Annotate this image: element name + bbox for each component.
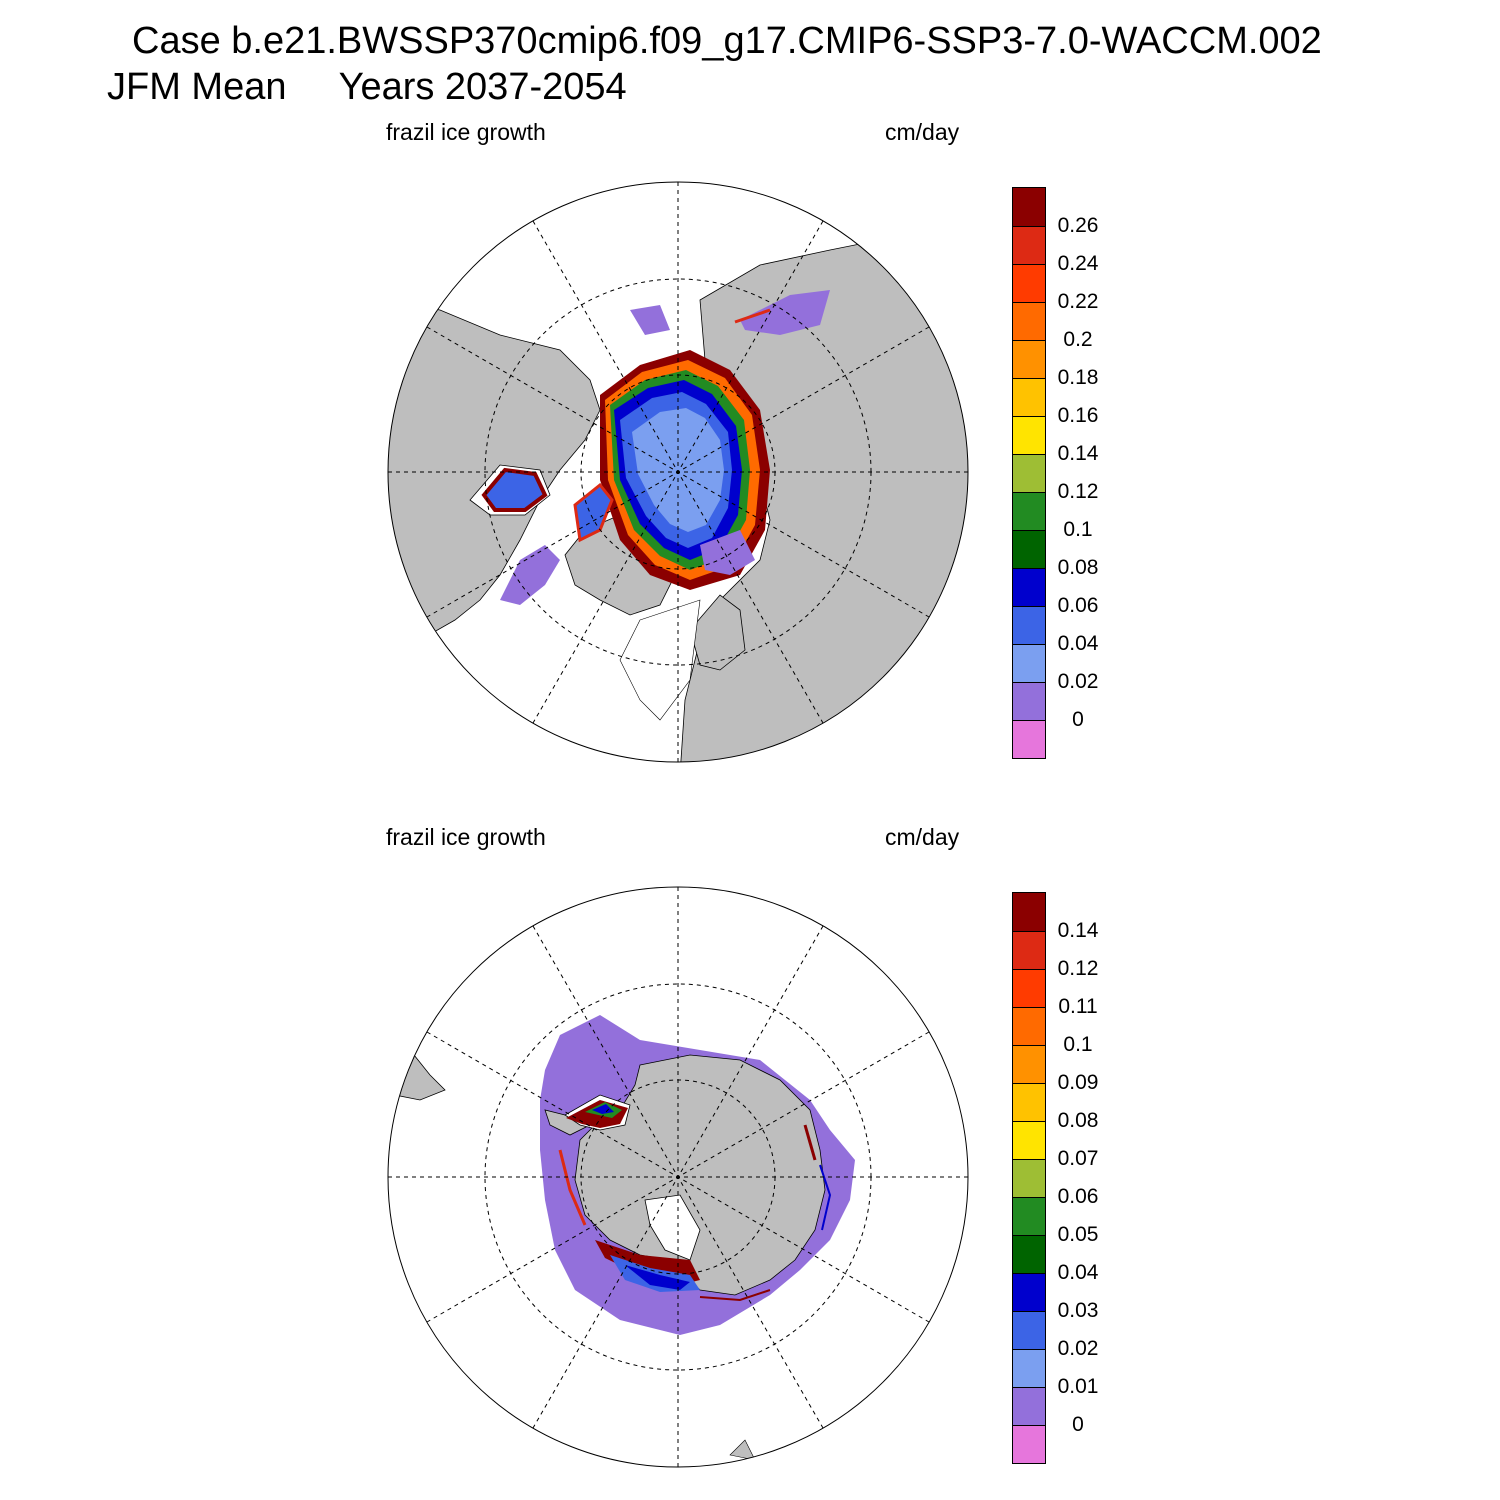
south-colorbar-box bbox=[1013, 893, 1045, 931]
north-units-label: cm/day bbox=[885, 119, 960, 145]
south-colorbar-box bbox=[1013, 1273, 1045, 1311]
south-colorbar-tick-label: 0.02 bbox=[1057, 1337, 1099, 1360]
south-colorbar-box bbox=[1013, 1349, 1045, 1387]
north-colorbar-tick-label: 0 bbox=[1072, 708, 1084, 731]
south-graticule bbox=[388, 887, 968, 1467]
south-polar-map bbox=[388, 887, 968, 1467]
south-colorbar-tick-label: 0 bbox=[1072, 1413, 1084, 1436]
north-colorbar-box bbox=[1013, 492, 1045, 530]
south-colorbar-tick-label: 0.07 bbox=[1057, 1147, 1099, 1170]
south-colorbar-box bbox=[1013, 1387, 1045, 1425]
north-colorbar-box bbox=[1013, 188, 1045, 226]
north-variable-label: frazil ice growth bbox=[386, 119, 546, 145]
north-colorbar-box bbox=[1013, 264, 1045, 302]
north-colorbar-box bbox=[1013, 226, 1045, 264]
south-colorbar-tick-label: 0.09 bbox=[1057, 1071, 1099, 1094]
north-map-border bbox=[387, 181, 969, 763]
south-colorbar-tick-label: 0.05 bbox=[1057, 1223, 1099, 1246]
north-colorbar-box bbox=[1013, 340, 1045, 378]
south-colorbar bbox=[1012, 892, 1046, 1464]
south-colorbar-box bbox=[1013, 1083, 1045, 1121]
north-colorbar-tick-label: 0.12 bbox=[1057, 480, 1099, 503]
south-colorbar-box bbox=[1013, 1045, 1045, 1083]
north-colorbar-tick-label: 0.26 bbox=[1057, 214, 1099, 237]
period-title: JFM Mean Years 2037-2054 bbox=[107, 66, 627, 108]
south-units-label: cm/day bbox=[885, 824, 960, 850]
north-colorbar-tick-label: 0.08 bbox=[1057, 556, 1099, 579]
north-colorbar-tick-label: 0.1 bbox=[1063, 518, 1093, 541]
case-title: Case b.e21.BWSSP370cmip6.f09_g17.CMIP6-S… bbox=[132, 20, 1322, 62]
north-colorbar-tick-label: 0.22 bbox=[1057, 290, 1099, 313]
north-colorbar-box bbox=[1013, 378, 1045, 416]
north-colorbar-tick-label: 0.02 bbox=[1057, 670, 1099, 693]
south-colorbar-box bbox=[1013, 1197, 1045, 1235]
north-colorbar-tick-label: 0.24 bbox=[1057, 252, 1099, 275]
north-colorbar-box bbox=[1013, 416, 1045, 454]
south-colorbar-tick-label: 0.04 bbox=[1057, 1261, 1099, 1284]
south-map-border bbox=[387, 886, 969, 1468]
south-colorbar-box bbox=[1013, 1159, 1045, 1197]
north-colorbar-box bbox=[1013, 682, 1045, 720]
antarctica-landmass bbox=[574, 1054, 826, 1296]
south-colorbar-tick-label: 0.11 bbox=[1058, 995, 1098, 1018]
north-colorbar-tick-label: 0.06 bbox=[1057, 594, 1099, 617]
south-colorbar-box bbox=[1013, 1007, 1045, 1045]
north-colorbar-box bbox=[1013, 606, 1045, 644]
south-colorbar-tick-label: 0.12 bbox=[1057, 957, 1099, 980]
north-colorbar-tick-label: 0.18 bbox=[1057, 366, 1099, 389]
north-colorbar-tick-label: 0.2 bbox=[1063, 328, 1093, 351]
north-colorbar-box bbox=[1013, 720, 1045, 758]
south-colorbar-box bbox=[1013, 1121, 1045, 1159]
south-colorbar-tick-label: 0.03 bbox=[1057, 1299, 1099, 1322]
south-colorbar-tick-label: 0.14 bbox=[1057, 919, 1099, 942]
south-colorbar-tick-label: 0.01 bbox=[1057, 1375, 1099, 1398]
south-colorbar-tick-label: 0.1 bbox=[1063, 1033, 1093, 1056]
north-colorbar-tick-label: 0.14 bbox=[1057, 442, 1099, 465]
south-colorbar-box bbox=[1013, 931, 1045, 969]
north-colorbar-tick-label: 0.04 bbox=[1057, 632, 1099, 655]
south-colorbar-box bbox=[1013, 1311, 1045, 1349]
north-colorbar-box bbox=[1013, 454, 1045, 492]
north-colorbar-tick-label: 0.16 bbox=[1057, 404, 1099, 427]
north-colorbar bbox=[1012, 187, 1046, 759]
south-colorbar-tick-label: 0.06 bbox=[1057, 1185, 1099, 1208]
north-colorbar-box bbox=[1013, 644, 1045, 682]
north-colorbar-box bbox=[1013, 530, 1045, 568]
south-colorbar-tick-label: 0.08 bbox=[1057, 1109, 1099, 1132]
south-variable-label: frazil ice growth bbox=[386, 824, 546, 850]
south-colorbar-box bbox=[1013, 969, 1045, 1007]
north-colorbar-box bbox=[1013, 568, 1045, 606]
south-colorbar-box bbox=[1013, 1235, 1045, 1273]
north-polar-map bbox=[388, 182, 968, 762]
north-colorbar-box bbox=[1013, 302, 1045, 340]
north-graticule bbox=[388, 182, 968, 762]
south-colorbar-box bbox=[1013, 1425, 1045, 1463]
